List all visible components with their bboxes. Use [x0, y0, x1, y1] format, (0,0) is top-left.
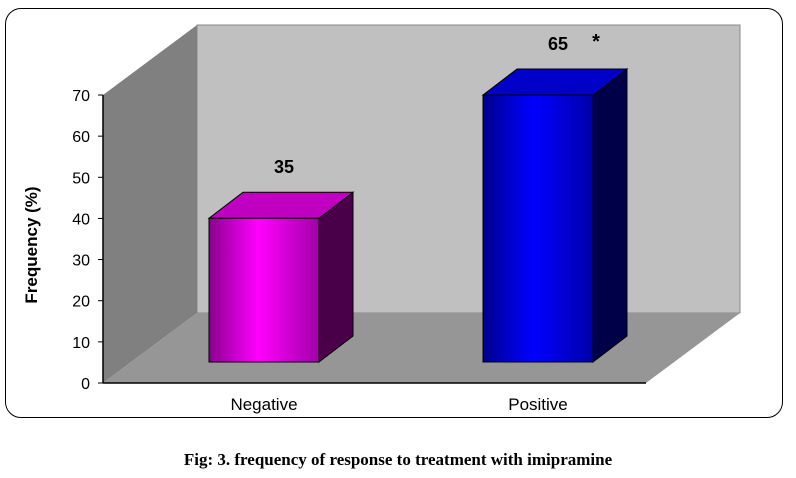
figure-caption: Fig: 3. frequency of response to treatme…: [183, 450, 613, 469]
y-tick-label: 0: [81, 376, 90, 393]
x-tick-label: Positive: [508, 395, 568, 414]
data-label: 35: [274, 157, 294, 177]
data-label: 65: [548, 34, 568, 54]
y-tick-label: 30: [72, 253, 90, 270]
bar-front: [208, 217, 320, 363]
x-tick-label: Negative: [230, 395, 297, 414]
y-tick-label: 70: [72, 88, 90, 105]
bar-positive: 65: [481, 34, 629, 364]
y-axis-label: Frequency (%): [22, 186, 41, 303]
y-tick-label: 50: [72, 170, 90, 187]
y-tick-label: 40: [72, 211, 90, 228]
significance-annotation: *: [592, 31, 600, 53]
bar-side: [318, 191, 354, 364]
bar-negative: 35: [207, 157, 355, 364]
bar-side: [592, 67, 628, 364]
y-tick-label: 10: [72, 335, 90, 352]
floor: [103, 313, 740, 383]
chart-frame: [5, 8, 783, 418]
left-wall: [103, 25, 197, 383]
y-tick-label: 20: [72, 294, 90, 311]
bar-front: [482, 94, 594, 363]
y-tick-label: 60: [72, 129, 90, 146]
